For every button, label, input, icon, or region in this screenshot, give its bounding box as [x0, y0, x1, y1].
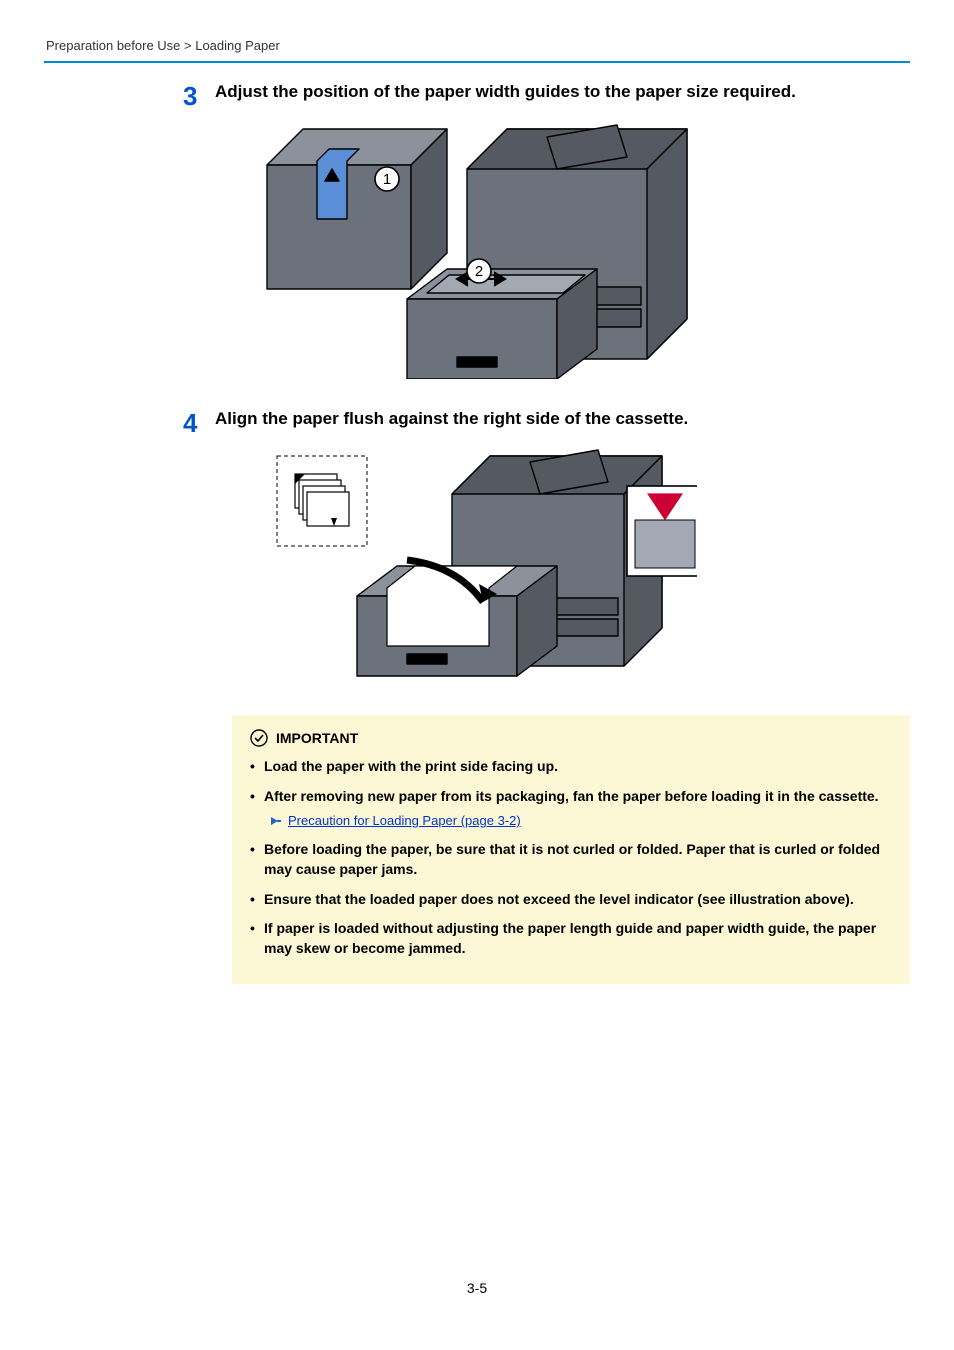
header-rule [44, 61, 910, 63]
important-item: Load the paper with the print side facin… [250, 757, 892, 777]
link-row: Precaution for Loading Paper (page 3-2) [270, 812, 892, 830]
important-item: If paper is loaded without adjusting the… [250, 919, 892, 958]
important-label: IMPORTANT [276, 730, 358, 746]
page-number: 3-5 [0, 1280, 954, 1296]
important-box: IMPORTANT Load the paper with the print … [232, 715, 910, 984]
important-item: After removing new paper from its packag… [250, 787, 892, 831]
important-text: If paper is loaded without adjusting the… [264, 920, 876, 956]
important-header: IMPORTANT [250, 729, 892, 747]
important-list: Load the paper with the print side facin… [250, 757, 892, 958]
figure-step-3: 12 [0, 119, 954, 384]
important-text: Load the paper with the print side facin… [264, 758, 558, 774]
step-number: 3 [183, 81, 215, 109]
svg-text:2: 2 [475, 263, 483, 280]
important-text: Ensure that the loaded paper does not ex… [264, 891, 854, 907]
important-item: Before loading the paper, be sure that i… [250, 840, 892, 879]
step-title: Adjust the position of the paper width g… [215, 81, 796, 104]
figure-step-4 [0, 446, 954, 691]
breadcrumb: Preparation before Use > Loading Paper [0, 0, 954, 61]
important-text: Before loading the paper, be sure that i… [264, 841, 880, 877]
step-4: 4 Align the paper flush against the righ… [183, 408, 910, 436]
step-title: Align the paper flush against the right … [215, 408, 688, 431]
check-circle-icon [250, 729, 268, 747]
important-text: After removing new paper from its packag… [264, 788, 879, 804]
step-3: 3 Adjust the position of the paper width… [183, 81, 910, 109]
step-number: 4 [183, 408, 215, 436]
precaution-link[interactable]: Precaution for Loading Paper (page 3-2) [288, 812, 521, 830]
svg-text:1: 1 [383, 171, 391, 188]
arrow-right-icon [270, 815, 282, 827]
important-item: Ensure that the loaded paper does not ex… [250, 890, 892, 910]
